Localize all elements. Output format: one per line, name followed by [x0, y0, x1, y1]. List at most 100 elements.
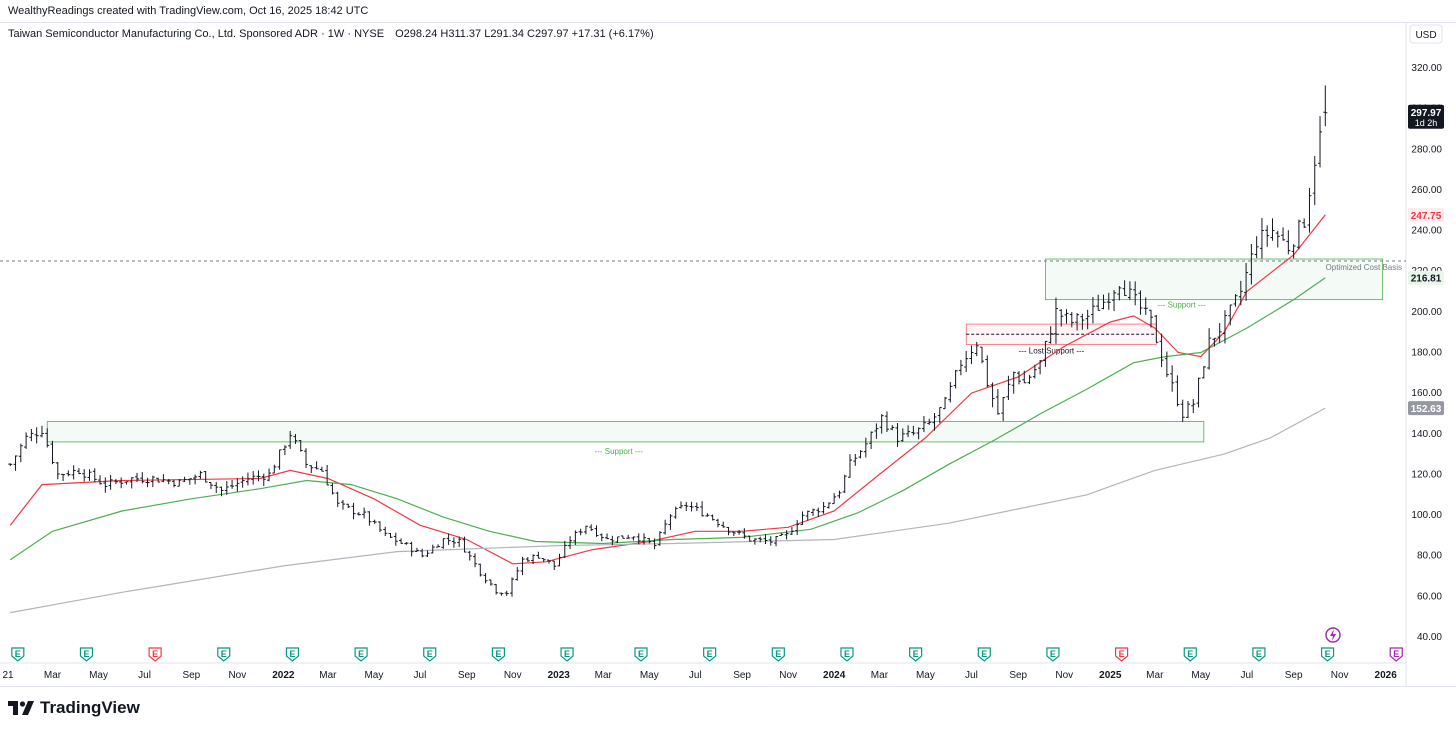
earnings-marker[interactable]: E [703, 647, 717, 662]
ohlc-bar [1259, 217, 1264, 259]
earnings-marker[interactable]: E [423, 647, 437, 662]
currency-button[interactable]: USD [1409, 24, 1443, 44]
ohlc-bar [642, 533, 647, 545]
price-chart[interactable]: Taiwan Semiconductor Manufacturing Co., … [0, 23, 1456, 686]
ohlc-bar [330, 483, 335, 495]
chart-frame[interactable]: Taiwan Semiconductor Manufacturing Co., … [0, 22, 1456, 687]
earnings-marker[interactable]: E [148, 647, 162, 662]
moving-averages [9, 214, 1326, 614]
ohlc-bar [811, 508, 816, 517]
earnings-badge [1320, 647, 1335, 662]
brand-name: TradingView [40, 698, 140, 717]
ohlc-bar [1154, 315, 1159, 343]
plot-background[interactable] [0, 23, 1406, 686]
earnings-marker[interactable]: E [217, 647, 231, 662]
x-tick-label: Sep [733, 670, 751, 681]
earnings-marker[interactable]: E [491, 647, 506, 662]
ma-price-badge [1408, 270, 1444, 285]
y-tick-label: 280.00 [1411, 144, 1442, 155]
ohlc-bar [853, 454, 858, 466]
symbol-interval: 1W [328, 28, 345, 40]
ohlc-bar [1180, 399, 1185, 422]
ohlc-bar [325, 464, 330, 486]
earnings-marker[interactable]: E [1183, 647, 1197, 662]
ohlc-bar [129, 477, 134, 489]
earnings-marker[interactable]: E [909, 647, 923, 662]
ohlc-bar [351, 502, 356, 520]
ohlc-bar [277, 449, 282, 470]
ohlc-bar [789, 527, 794, 535]
ohlc-bar [779, 533, 784, 537]
earnings-marker[interactable]: E [1115, 647, 1129, 662]
ma-price-value: 152.63 [1411, 404, 1442, 415]
ohlc-bar [156, 477, 161, 483]
ohlc-bar [240, 476, 245, 488]
earnings-letter: E [1256, 649, 1262, 659]
x-tick-label: Sep [182, 670, 200, 681]
ohlc-bar [985, 355, 990, 388]
earnings-letter: E [1050, 649, 1056, 659]
symbol-legend[interactable]: Taiwan Semiconductor Manufacturing Co., … [8, 28, 654, 40]
ohlc-bar [1170, 365, 1175, 392]
ohlc-bar [230, 480, 235, 489]
earnings-marker[interactable]: E [11, 647, 25, 662]
earnings-marker[interactable]: E [1320, 647, 1335, 662]
ohlc-bar [668, 514, 673, 530]
earnings-marker[interactable]: E [1252, 647, 1266, 662]
earnings-badge [1046, 647, 1060, 662]
tradingview-logo[interactable]: TradingView [8, 698, 140, 718]
earnings-marker[interactable]: E [560, 647, 574, 662]
earnings-marker[interactable]: E [354, 647, 368, 662]
ma-price-label: 152.63 [1408, 401, 1444, 416]
earnings-badge [11, 647, 25, 662]
ohlc-bar [1207, 328, 1212, 370]
flash-icon[interactable] [1325, 627, 1341, 643]
support-zone-low [46, 421, 1205, 443]
x-tick-label: Jul [689, 670, 702, 681]
earnings-letter: E [1393, 649, 1399, 659]
earnings-marker[interactable]: E [285, 647, 300, 662]
time-axis[interactable]: 21 Mar May Jul Sep Nov 2022 Mar May Jul Sep Nov 2023… [2, 670, 1397, 681]
ohlc-bar [1011, 371, 1016, 394]
ohlc-bar [1286, 230, 1291, 255]
ohlc-bar [731, 531, 736, 537]
ohlc-bar [816, 507, 821, 518]
earnings-badge [634, 647, 648, 662]
ohlc-bar [678, 501, 683, 509]
ohlc-bar [55, 461, 60, 480]
ohlc-bar [399, 538, 404, 544]
ohlc-bar [1164, 351, 1169, 378]
earnings-marker[interactable]: E [634, 647, 648, 662]
ohlc-bar [684, 502, 689, 511]
earnings-marker[interactable]: E [771, 647, 785, 662]
ohlc-bar [1133, 281, 1138, 306]
price-axis[interactable]: 40.00 60.00 80.00 100.00 120.00 140.00 160.00 1… [1411, 63, 1442, 643]
ohlc-bar [8, 463, 13, 467]
earnings-marker[interactable]: E [1046, 647, 1060, 662]
x-tick-label: Mar [1146, 670, 1164, 681]
earnings-letter: E [1119, 649, 1125, 659]
ohlc-bar [267, 468, 272, 482]
y-tick-label: 60.00 [1417, 591, 1442, 602]
currency-label: USD [1415, 30, 1436, 41]
ohlc-bar [1117, 286, 1122, 301]
ohlc-bar [1296, 219, 1301, 250]
ohlc-bar [451, 537, 456, 548]
ohlc-bar [874, 423, 879, 439]
ohlc-bar [261, 473, 266, 486]
ohlc-bar [1265, 225, 1270, 247]
ohlc-bar [256, 470, 261, 482]
ohlc-bar [504, 590, 509, 596]
ohlc-bar [1149, 309, 1154, 328]
earnings-marker[interactable]: E [977, 647, 991, 662]
x-tick-label: Sep [458, 670, 476, 681]
earnings-marker[interactable]: E [1389, 647, 1403, 662]
x-tick-label: Mar [44, 670, 62, 681]
ohlc-bar [715, 518, 720, 528]
ohlc-bar [1244, 262, 1249, 301]
earnings-marker[interactable]: E [840, 647, 854, 662]
earnings-letter: E [775, 649, 781, 659]
earnings-letter: E [707, 649, 713, 659]
ohlc-bar [1302, 218, 1307, 228]
earnings-marker[interactable]: E [79, 647, 94, 662]
